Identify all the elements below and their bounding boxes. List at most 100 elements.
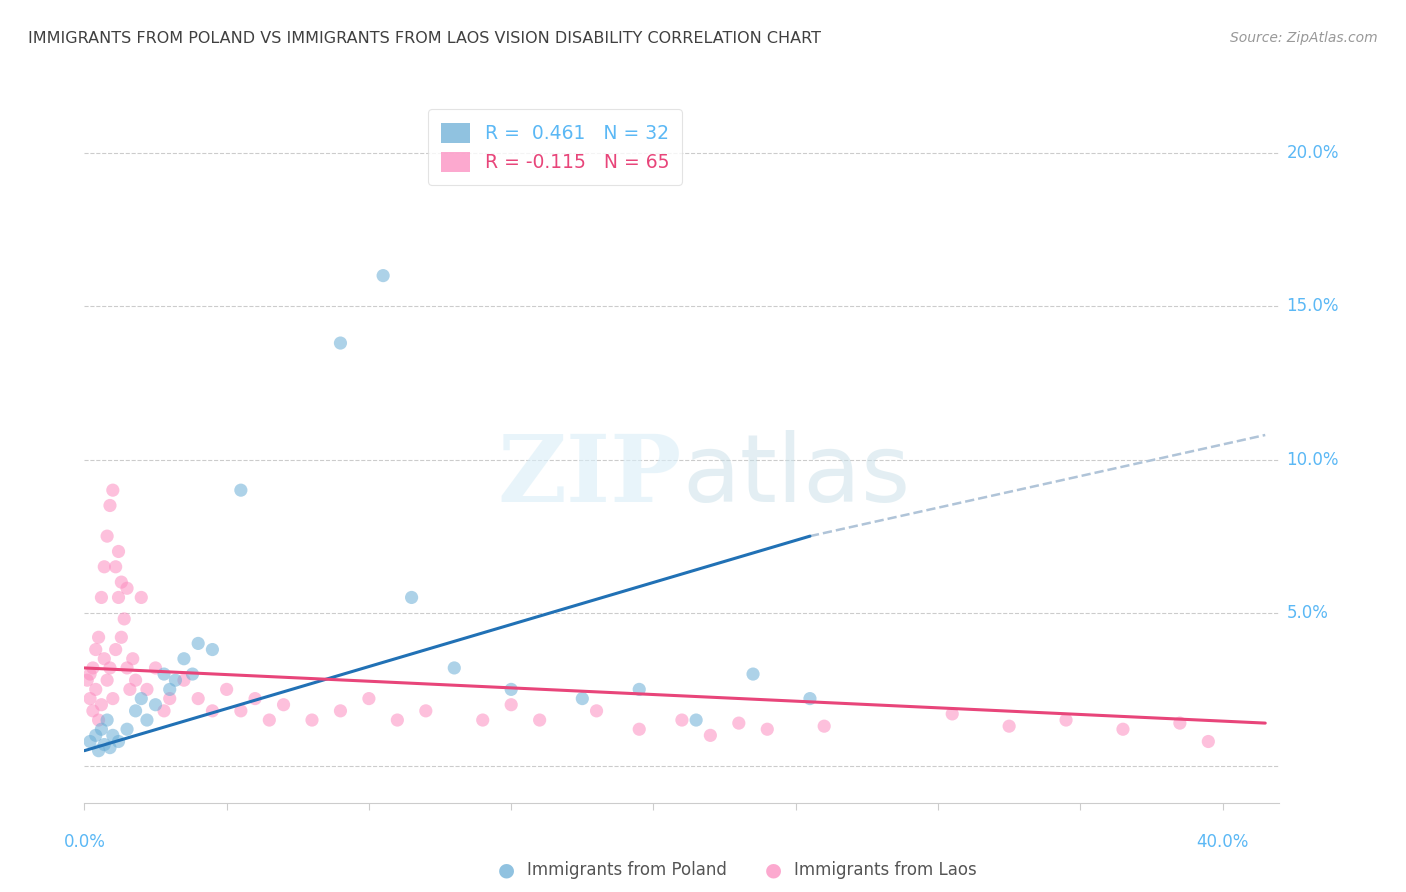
Point [90,591,112,605]
Point [90,723,112,737]
Point [79,734,101,748]
Point [87,630,110,644]
Text: 40.0%: 40.0% [1197,833,1249,852]
Point [104,642,127,657]
Point [93,652,115,666]
Point [104,559,127,574]
Point [229,704,252,718]
Point [259,713,281,727]
Point [96,673,118,688]
Point [501,698,523,712]
Point [165,673,187,688]
Point [145,661,167,675]
Point [571,691,593,706]
Legend: R =  0.461   N = 32, R = -0.115   N = 65: R = 0.461 N = 32, R = -0.115 N = 65 [429,110,682,186]
Point [112,612,135,626]
Point [101,728,124,742]
Point [201,642,224,657]
Point [215,682,238,697]
Point [727,716,749,731]
Point [671,713,693,727]
Point [87,713,110,727]
Point [799,691,821,706]
Point [82,704,104,718]
Point [98,661,121,675]
Point [115,661,138,675]
Point [129,591,152,605]
Text: ●: ● [765,860,782,880]
Point [110,575,132,590]
Text: 0.0%: 0.0% [63,833,105,852]
Point [1168,716,1191,731]
Point [529,713,551,727]
Point [107,734,129,748]
Point [273,698,295,712]
Point [79,667,101,681]
Point [229,483,252,498]
Point [107,591,129,605]
Point [501,682,523,697]
Point [129,691,152,706]
Text: 15.0%: 15.0% [1286,297,1339,315]
Point [243,691,266,706]
Text: Immigrants from Laos: Immigrants from Laos [794,861,977,879]
Point [357,691,380,706]
Point [96,713,118,727]
Point [1054,713,1077,727]
Point [79,691,101,706]
Point [101,483,124,498]
Point [1197,734,1219,748]
Text: ZIP: ZIP [498,431,682,521]
Point [201,704,224,718]
Point [84,682,107,697]
Point [628,682,651,697]
Point [82,661,104,675]
Point [101,691,124,706]
Point [181,667,204,681]
Point [107,544,129,558]
Point [98,740,121,755]
Point [153,667,176,681]
Point [96,529,118,543]
Text: Immigrants from Poland: Immigrants from Poland [527,861,727,879]
Text: 20.0%: 20.0% [1286,144,1339,162]
Text: 10.0%: 10.0% [1286,450,1339,468]
Point [187,691,209,706]
Point [159,691,181,706]
Point [471,713,494,727]
Point [685,713,707,727]
Point [159,682,181,697]
Text: 5.0%: 5.0% [1286,604,1329,622]
Point [93,559,115,574]
Point [329,336,352,351]
Point [136,713,159,727]
Point [93,738,115,752]
Point [84,642,107,657]
Point [87,744,110,758]
Text: Source: ZipAtlas.com: Source: ZipAtlas.com [1230,31,1378,45]
Point [699,728,721,742]
Point [628,723,651,737]
Point [756,723,779,737]
Point [90,698,112,712]
Point [813,719,835,733]
Text: ●: ● [498,860,515,880]
Point [329,704,352,718]
Point [742,667,765,681]
Point [115,581,138,595]
Point [301,713,323,727]
Point [124,673,146,688]
Text: atlas: atlas [682,430,910,522]
Point [115,723,138,737]
Point [187,636,209,650]
Point [371,268,394,283]
Point [1112,723,1135,737]
Point [118,682,141,697]
Point [84,728,107,742]
Point [173,652,195,666]
Text: IMMIGRANTS FROM POLAND VS IMMIGRANTS FROM LAOS VISION DISABILITY CORRELATION CHA: IMMIGRANTS FROM POLAND VS IMMIGRANTS FRO… [28,31,821,46]
Point [124,704,146,718]
Point [145,698,167,712]
Point [136,682,159,697]
Point [387,713,409,727]
